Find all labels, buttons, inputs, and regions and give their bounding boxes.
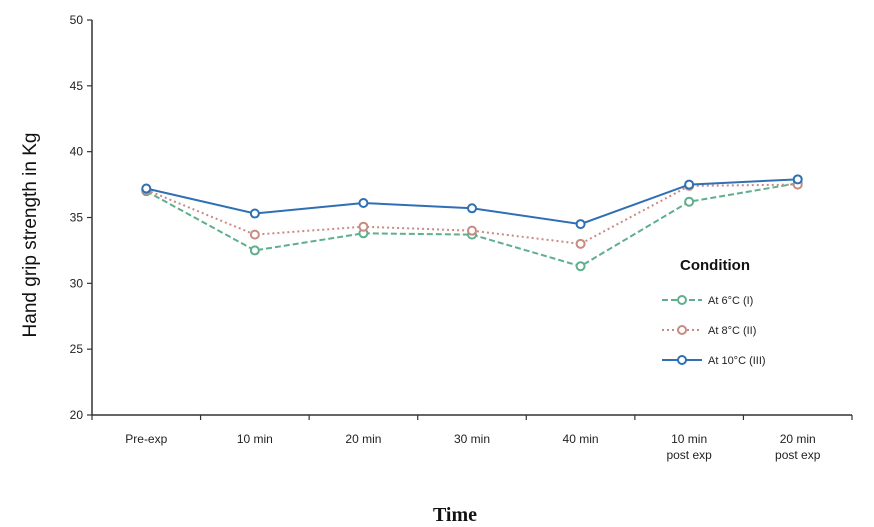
x-tick-label: post exp: [775, 448, 821, 462]
y-tick-label: 50: [70, 13, 84, 27]
y-tick-label: 25: [70, 342, 84, 356]
x-tick-label: 30 min: [454, 432, 490, 446]
data-point: [141, 183, 152, 194]
y-tick-label: 45: [70, 79, 84, 93]
legend-swatch-marker: [677, 355, 687, 365]
axes: 20 25 30 35 40 45 50 Pre-exp 10 min 20 min 30 min 4…: [70, 13, 853, 462]
data-point: [575, 219, 586, 230]
data-point: [467, 203, 477, 214]
y-tick-label: 40: [70, 145, 84, 159]
legend-label: At 8°C (II): [708, 325, 756, 337]
data-point: [249, 245, 260, 256]
legend-item: At 6°C (I): [662, 295, 753, 307]
x-tick-label: 20 min: [780, 432, 816, 446]
y-tick-label: 35: [70, 211, 84, 225]
data-point: [249, 229, 260, 240]
legend-title: Condition: [680, 257, 750, 274]
data-point: [249, 208, 260, 219]
legend-item: At 10°C (III): [662, 355, 766, 367]
y-axis-title: Hand grip strength in Kg: [20, 133, 41, 338]
x-tick-label: Pre-exp: [125, 432, 167, 446]
legend: Condition At 6°C (I) At 8°C (II) At 10°C (I…: [662, 257, 766, 367]
data-point: [575, 261, 586, 272]
x-tick-label: 10 min: [237, 432, 273, 446]
series-3: [141, 174, 803, 230]
series-line: [145, 182, 798, 268]
y-tick-label: 20: [70, 408, 84, 422]
x-tick-label: 40 min: [563, 432, 599, 446]
legend-swatch-marker: [677, 325, 687, 335]
legend-label: At 6°C (I): [708, 295, 753, 307]
series-line: [146, 178, 798, 226]
data-point: [684, 196, 695, 207]
data-point: [575, 238, 586, 249]
x-tick-label: 20 min: [345, 432, 381, 446]
legend-label: At 10°C (III): [708, 355, 766, 367]
series-layer: [141, 174, 803, 272]
y-tick-label: 30: [70, 276, 84, 290]
x-tick-label: post exp: [666, 448, 712, 462]
x-axis-title: Time: [433, 504, 477, 526]
data-point: [467, 225, 477, 236]
data-point: [792, 174, 803, 185]
data-point: [358, 198, 369, 209]
data-point: [684, 179, 695, 190]
data-point: [358, 221, 369, 232]
legend-item: At 8°C (II): [662, 325, 756, 337]
legend-swatch-marker: [677, 295, 687, 305]
x-tick-label: 10 min: [671, 432, 707, 446]
